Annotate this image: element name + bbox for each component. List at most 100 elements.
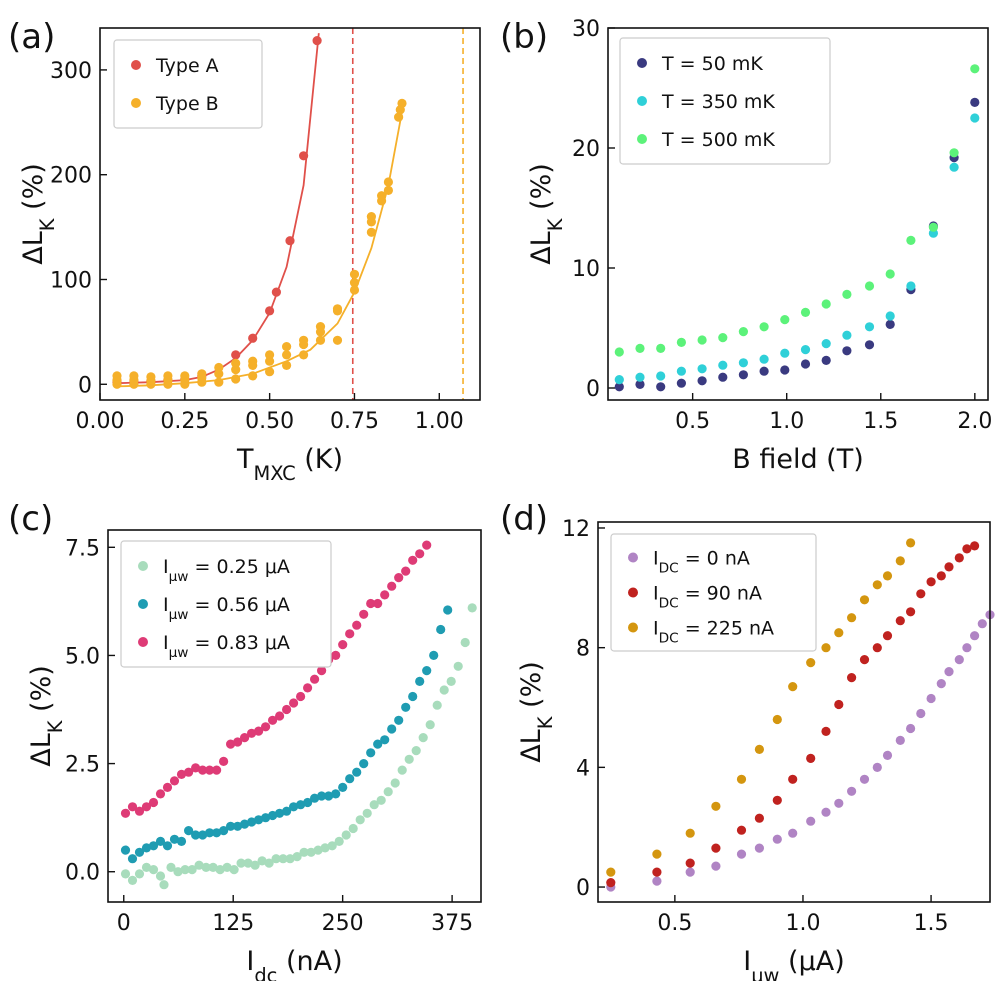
panel-label: (c) [8, 499, 53, 539]
data-point [248, 356, 258, 366]
data-point [373, 598, 383, 609]
data-point [383, 185, 393, 195]
data-point [736, 825, 747, 835]
legend-marker [628, 622, 638, 633]
data-point [184, 767, 194, 777]
legend-label: IDC = 0 nA [653, 548, 750, 577]
data-point [834, 798, 844, 808]
data-point [936, 571, 946, 581]
data-point [606, 878, 616, 888]
data-point [214, 369, 224, 379]
data-point [882, 750, 893, 761]
legend-marker [138, 599, 148, 609]
data-point [141, 802, 152, 812]
data-point [859, 595, 870, 605]
data-point [962, 643, 972, 653]
data-point [296, 691, 306, 702]
data-point [415, 549, 425, 559]
data-point [166, 862, 176, 873]
data-point [299, 335, 309, 345]
data-point [772, 795, 782, 805]
data-point [362, 808, 372, 818]
legend-label: IDC = 225 nA [653, 618, 774, 647]
data-point [859, 655, 870, 665]
data-point [842, 289, 852, 299]
data-point [197, 369, 207, 379]
data-point [292, 852, 302, 862]
data-point [233, 821, 243, 831]
data-point [222, 862, 232, 873]
data-point [194, 860, 204, 870]
data-point [332, 304, 343, 314]
data-point [243, 858, 253, 868]
data-point [176, 769, 187, 780]
data-point [425, 720, 435, 730]
y-axis-label: ΔLK (%) [18, 163, 59, 265]
data-point [906, 538, 916, 548]
data-point [352, 767, 362, 777]
y-tick-label: 200 [50, 164, 92, 189]
data-point [248, 371, 258, 381]
data-point [377, 191, 387, 201]
data-point [265, 356, 275, 366]
data-point [685, 867, 695, 877]
x-tick-label: 2.0 [957, 409, 992, 434]
data-point [970, 541, 980, 551]
data-point [341, 830, 351, 840]
data-point [332, 335, 343, 345]
data-point [697, 364, 707, 374]
data-point [271, 854, 281, 864]
legend-marker [637, 134, 647, 144]
data-point [606, 867, 616, 877]
data-point [635, 372, 645, 382]
data-point [215, 865, 225, 875]
data-point [299, 847, 309, 857]
data-point [806, 753, 816, 764]
data-point [315, 322, 326, 332]
panel-label: (b) [500, 17, 548, 57]
x-tick-label: 125 [212, 911, 254, 936]
data-point [885, 311, 895, 321]
data-point [366, 227, 376, 237]
data-point [864, 322, 875, 332]
data-point [261, 813, 271, 823]
x-tick-label: 1.5 [914, 911, 949, 936]
data-point [162, 841, 173, 851]
data-point [254, 815, 264, 825]
panel-b: (b) 0.5 1.0 1.5 2.0 0 10 20 30 B field (T) ΔLK (%)… [500, 17, 992, 475]
data-point [148, 865, 159, 875]
data-point [254, 726, 264, 736]
data-point [772, 714, 782, 725]
data-point [411, 746, 421, 756]
legend-label: Iμw = 0.25 μA [163, 556, 290, 585]
data-point [303, 797, 313, 808]
data-point [120, 845, 131, 855]
data-point [231, 350, 241, 360]
data-point [834, 628, 844, 638]
data-point [864, 281, 875, 291]
legend-label: T = 500 mK [661, 129, 775, 151]
data-point [338, 640, 348, 650]
data-point [359, 759, 369, 769]
x-tick-label: 0.5 [657, 911, 692, 936]
legend-label: Iμw = 0.56 μA [163, 594, 290, 623]
data-point [906, 723, 916, 734]
data-point [240, 733, 250, 743]
data-point [788, 828, 798, 838]
data-point [320, 843, 330, 853]
data-point [278, 854, 288, 864]
data-point [652, 867, 662, 877]
data-point [198, 765, 208, 775]
data-point [324, 791, 334, 801]
data-point [173, 867, 183, 877]
data-point [310, 674, 320, 684]
data-point [738, 358, 749, 368]
data-point [821, 726, 831, 737]
data-point [944, 667, 954, 677]
data-point [169, 834, 180, 844]
data-point [446, 676, 456, 687]
x-tick-label: 375 [431, 911, 473, 936]
data-point [759, 322, 769, 332]
data-point [676, 366, 687, 376]
legend-box [120, 540, 332, 668]
